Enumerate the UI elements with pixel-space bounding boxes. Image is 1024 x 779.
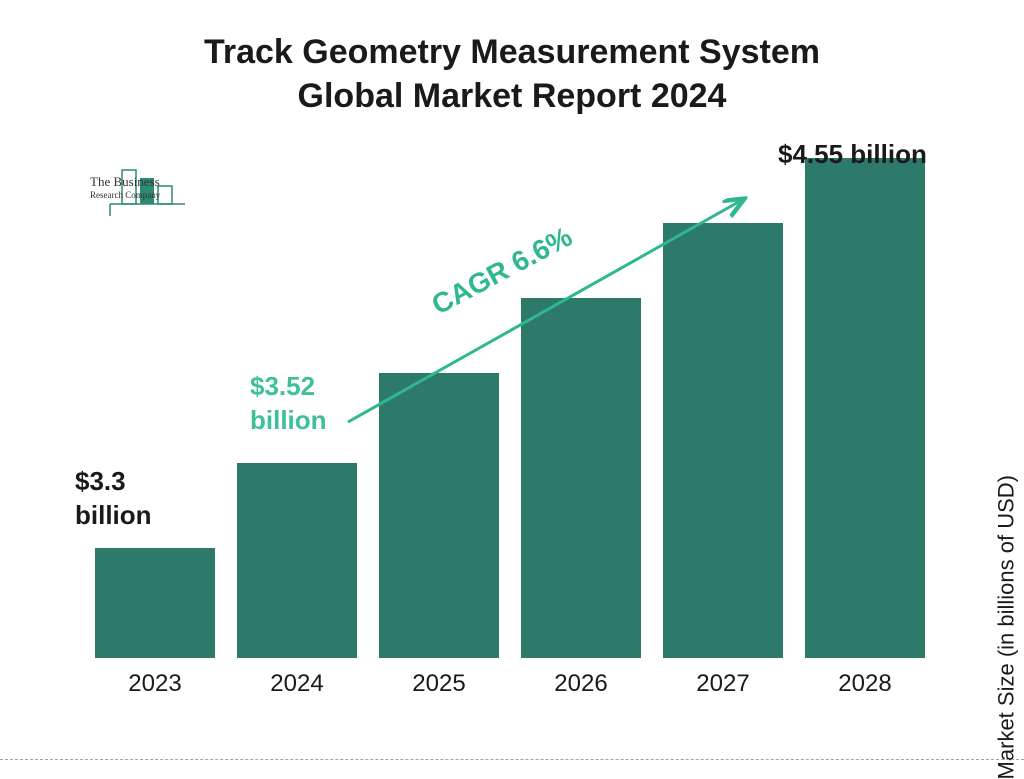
- bars-container: 202320242025202620272028: [90, 138, 930, 658]
- chart-title: Track Geometry Measurement System Global…: [0, 30, 1024, 118]
- bar-group: 2026: [516, 298, 646, 658]
- value-label: $3.52billion: [250, 370, 327, 438]
- x-axis-label: 2026: [516, 670, 646, 698]
- title-line-1: Track Geometry Measurement System: [0, 30, 1024, 74]
- title-line-2: Global Market Report 2024: [0, 74, 1024, 118]
- bar-group: 2028: [800, 158, 930, 658]
- value-label: $3.3billion: [75, 465, 152, 533]
- bar-group: 2024: [232, 463, 362, 658]
- bar: [663, 223, 783, 658]
- bar-chart: 202320242025202620272028: [90, 138, 930, 698]
- footer-divider: [0, 759, 1024, 760]
- x-axis-label: 2023: [90, 670, 220, 698]
- bar-group: 2025: [374, 373, 504, 658]
- x-axis-label: 2028: [800, 670, 930, 698]
- x-axis-label: 2027: [658, 670, 788, 698]
- value-label: $4.55 billion: [778, 138, 927, 172]
- bar: [805, 158, 925, 658]
- bar-group: 2023: [90, 548, 220, 658]
- bar: [237, 463, 357, 658]
- x-axis-label: 2024: [232, 670, 362, 698]
- x-axis-label: 2025: [374, 670, 504, 698]
- y-axis-label: Market Size (in billions of USD): [993, 475, 1019, 779]
- bar: [379, 373, 499, 658]
- bar: [95, 548, 215, 658]
- bar: [521, 298, 641, 658]
- bar-group: 2027: [658, 223, 788, 658]
